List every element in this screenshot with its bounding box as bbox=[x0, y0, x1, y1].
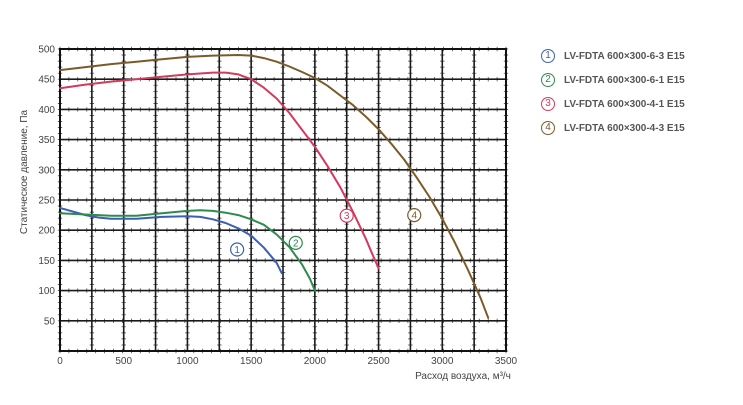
series-marker-2 bbox=[288, 235, 303, 250]
x-tick-label: 500 bbox=[115, 356, 132, 367]
y-tick-label: 450 bbox=[38, 75, 55, 86]
legend-label: LV-FDTA 600×300-6-1 E15 bbox=[564, 74, 685, 86]
y-tick-label: 50 bbox=[44, 316, 56, 327]
y-tick-label: 250 bbox=[38, 196, 55, 207]
x-tick-label: 1500 bbox=[240, 356, 263, 367]
series-marker-1 bbox=[230, 242, 245, 257]
series-line-1 bbox=[59, 206, 283, 275]
y-axis-label: Статическое давление, Па bbox=[19, 109, 30, 234]
series-line-3 bbox=[59, 71, 380, 270]
y-tick-label: 200 bbox=[38, 226, 55, 237]
plot-frame bbox=[59, 48, 507, 352]
legend-label: LV-FDTA 600×300-4-1 E15 bbox=[564, 98, 685, 110]
y-tick-label: 300 bbox=[38, 165, 55, 176]
legend-item-1: 1 LV-FDTA 600×300-6-3 E15 bbox=[541, 44, 741, 68]
x-tick-label: 0 bbox=[57, 356, 63, 367]
series-marker-3 bbox=[339, 208, 354, 223]
x-axis-label: Расход воздуха, м³/ч bbox=[415, 371, 511, 382]
series-marker-label: 4 bbox=[411, 211, 417, 222]
y-tick-label: 100 bbox=[38, 286, 55, 297]
legend-item-2: 2 LV-FDTA 600×300-6-1 E15 bbox=[541, 68, 741, 92]
legend-marker: 4 bbox=[541, 121, 555, 135]
series-marker-label: 3 bbox=[344, 211, 350, 222]
legend-marker: 2 bbox=[541, 73, 555, 87]
y-tick-label: 350 bbox=[38, 135, 55, 146]
legend-item-3: 3 LV-FDTA 600×300-4-1 E15 bbox=[541, 92, 741, 116]
legend-label: LV-FDTA 600×300-6-3 E15 bbox=[564, 50, 685, 62]
x-tick-label: 3500 bbox=[495, 356, 518, 367]
x-tick-label: 3000 bbox=[431, 356, 454, 367]
legend-marker: 3 bbox=[541, 97, 555, 111]
y-tick-label: 400 bbox=[38, 105, 55, 116]
legend-marker: 1 bbox=[541, 49, 555, 63]
chart-legend: 1 LV-FDTA 600×300-6-3 E15 2 LV-FDTA 600×300… bbox=[541, 44, 741, 140]
series-line-4 bbox=[59, 54, 490, 319]
legend-item-4: 4 LV-FDTA 600×300-4-3 E15 bbox=[541, 116, 741, 140]
x-tick-label: 2000 bbox=[304, 356, 327, 367]
series-line-2 bbox=[59, 209, 316, 292]
legend-label: LV-FDTA 600×300-4-3 E15 bbox=[564, 122, 685, 134]
y-tick-label: 150 bbox=[38, 256, 55, 267]
series-marker-label: 2 bbox=[293, 238, 299, 249]
series-marker-label: 1 bbox=[234, 245, 240, 256]
x-tick-label: 1000 bbox=[176, 356, 199, 367]
series-marker-4 bbox=[407, 208, 422, 223]
y-tick-label: 500 bbox=[38, 45, 55, 56]
x-tick-label: 2500 bbox=[367, 356, 390, 367]
